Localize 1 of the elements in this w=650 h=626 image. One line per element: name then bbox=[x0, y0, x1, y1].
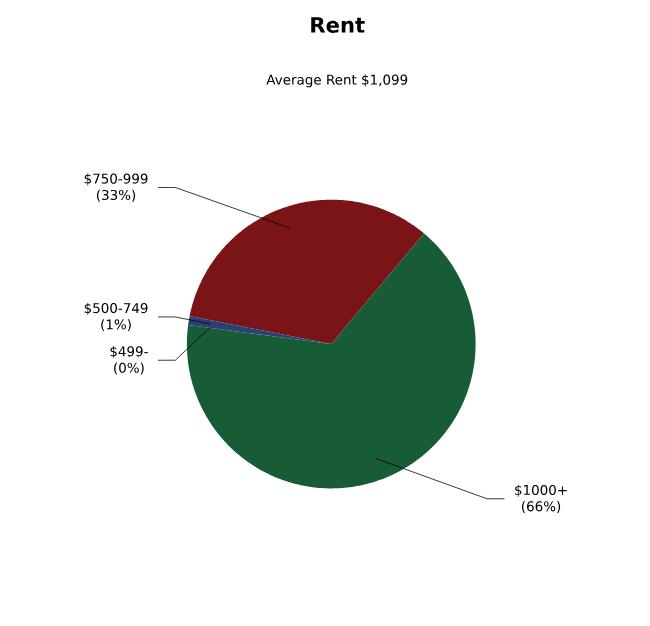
chart-title: Rent bbox=[311, 17, 365, 34]
